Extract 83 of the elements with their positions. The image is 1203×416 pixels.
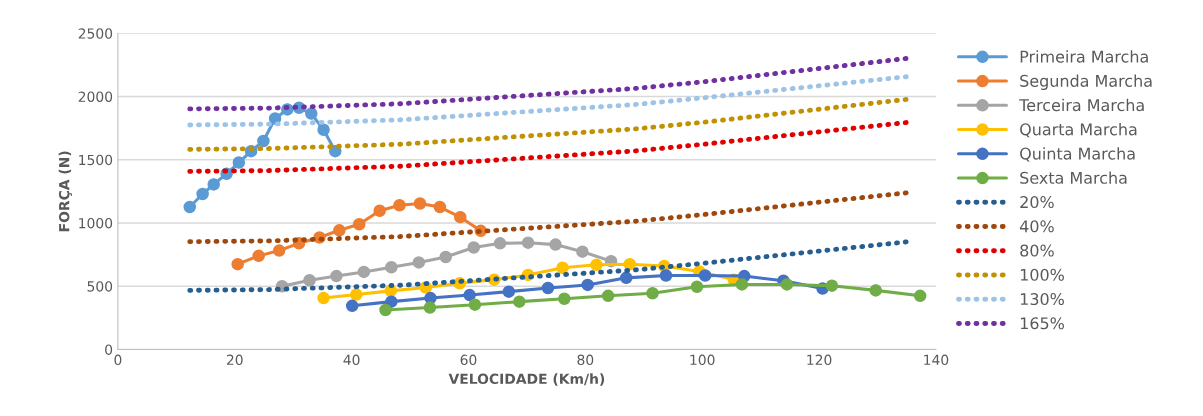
point <box>698 269 712 282</box>
point <box>623 257 637 271</box>
x-tick-label: 80 <box>577 354 594 366</box>
legend-label: 100% <box>1020 268 1064 281</box>
point <box>521 236 535 249</box>
x-tick-label: 120 <box>807 354 832 366</box>
y-tick-label: 1000 <box>79 217 113 229</box>
point <box>513 295 526 308</box>
point <box>590 258 603 272</box>
legend-label: 130% <box>1020 293 1064 306</box>
y-tick-label: 0 <box>105 344 113 355</box>
point <box>357 265 371 279</box>
point <box>913 289 927 303</box>
point <box>303 274 316 287</box>
point <box>330 269 343 283</box>
point <box>413 197 427 210</box>
point <box>502 285 516 298</box>
legend-label: Quinta Marcha <box>1020 147 1135 162</box>
point <box>373 204 386 217</box>
point <box>549 238 562 251</box>
point <box>468 298 482 311</box>
point <box>690 280 704 293</box>
point <box>659 269 673 282</box>
point <box>412 256 426 269</box>
point <box>558 292 571 305</box>
point <box>869 284 883 297</box>
point <box>385 260 398 274</box>
point <box>541 281 555 295</box>
point <box>232 156 246 169</box>
point <box>433 200 447 214</box>
point <box>601 289 615 303</box>
point <box>646 287 659 300</box>
point <box>333 224 346 237</box>
point <box>272 244 286 257</box>
point <box>780 278 794 291</box>
legend-label: Quarta Marcha <box>1020 123 1137 138</box>
point <box>576 245 589 258</box>
point <box>317 123 330 137</box>
point <box>423 301 437 314</box>
y-tick-label: 2000 <box>78 91 113 102</box>
point <box>825 279 839 292</box>
point <box>350 288 363 301</box>
point <box>556 261 569 274</box>
legend-label: 20% <box>1020 196 1054 209</box>
y-tick-label: 500 <box>87 281 113 292</box>
point <box>183 200 197 214</box>
point <box>385 295 398 308</box>
point <box>352 217 366 231</box>
legend-label: Sexta Marcha <box>1020 171 1127 184</box>
y-tick-label: 1500 <box>79 154 113 166</box>
legend-label: Primeira Marcha <box>1020 50 1148 63</box>
point <box>207 178 220 191</box>
point <box>231 257 244 271</box>
point <box>463 288 476 302</box>
y-axis-title: FORÇA (N) <box>58 151 72 232</box>
x-tick-label: 0 <box>114 354 122 366</box>
legend-label: 80% <box>1020 244 1054 257</box>
legend-label: Terceira Marcha <box>1019 98 1144 112</box>
x-tick-label: 140 <box>924 354 949 366</box>
x-tick-label: 20 <box>226 354 243 366</box>
legend-label: 165% <box>1020 317 1064 330</box>
point <box>196 187 209 201</box>
point <box>439 250 452 264</box>
point <box>619 271 633 285</box>
x-tick-label: 40 <box>343 354 360 366</box>
point <box>393 199 406 212</box>
point <box>379 303 392 317</box>
point <box>345 299 359 313</box>
y-tick-label: 2500 <box>78 28 113 39</box>
point <box>252 249 265 263</box>
legend-label: 40% <box>1019 220 1054 233</box>
point <box>317 291 330 305</box>
point <box>493 237 507 250</box>
point <box>581 278 594 292</box>
point <box>257 134 270 148</box>
x-axis-title: VELOCIDADE (Km/h) <box>448 373 605 386</box>
legend-label: Segunda Marcha <box>1020 74 1152 90</box>
point <box>735 278 749 291</box>
x-tick-label: 100 <box>690 354 715 366</box>
point <box>454 210 467 224</box>
point <box>305 107 318 120</box>
point <box>467 241 480 254</box>
x-tick-label: 60 <box>460 354 477 366</box>
